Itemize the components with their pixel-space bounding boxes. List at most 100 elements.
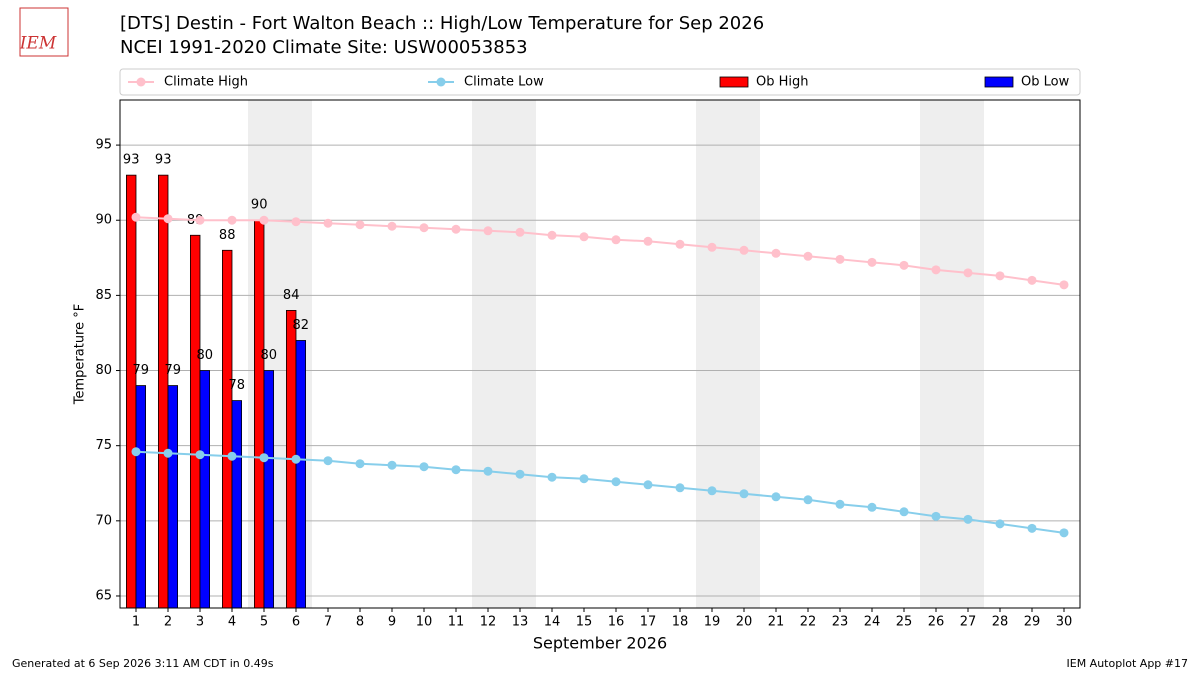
x-tick-label: 11 (448, 615, 465, 630)
point (387, 460, 397, 470)
data-label: 88 (219, 228, 236, 243)
point (451, 224, 461, 234)
point (771, 492, 781, 502)
x-tick-label: 7 (324, 615, 332, 630)
x-tick-label: 23 (832, 615, 849, 630)
x-tick-label: 12 (480, 615, 497, 630)
x-tick-label: 24 (864, 615, 881, 630)
logo-frame (19, 7, 69, 57)
data-label: 80 (261, 348, 278, 363)
point (547, 472, 557, 482)
x-tick-label: 29 (1024, 615, 1041, 630)
data-label: 82 (293, 318, 310, 333)
point (803, 495, 813, 505)
point (163, 448, 173, 458)
point (867, 502, 877, 512)
point (195, 450, 205, 460)
bar (221, 249, 233, 609)
bar (135, 385, 147, 609)
legend-swatch (984, 76, 1014, 88)
x-tick-label: 27 (960, 615, 977, 630)
point (291, 454, 301, 464)
point (227, 451, 237, 461)
point (483, 466, 493, 476)
point (899, 507, 909, 517)
x-tick-label: 5 (260, 615, 268, 630)
point (675, 483, 685, 493)
y-tick-label: 80 (95, 363, 112, 378)
footer-right: IEM Autoplot App #17 (1067, 657, 1189, 670)
bar (126, 174, 137, 609)
weekend-shade (696, 100, 760, 608)
point (1059, 528, 1069, 538)
point (803, 251, 813, 261)
point (643, 236, 653, 246)
point (323, 456, 333, 466)
bar (295, 340, 307, 609)
x-tick-label: 3 (196, 615, 204, 630)
chart-subtitle: NCEI 1991-2020 Climate Site: USW00053853 (120, 37, 528, 58)
x-tick-label: 22 (800, 615, 817, 630)
bar (199, 370, 211, 609)
point (611, 477, 621, 487)
y-axis-label: Temperature °F (73, 304, 88, 405)
point (451, 465, 461, 475)
y-tick-label: 90 (95, 213, 112, 228)
legend-box (119, 68, 1081, 96)
x-tick-label: 18 (672, 615, 689, 630)
point (131, 447, 141, 457)
data-label: 84 (283, 288, 300, 303)
point (931, 511, 941, 521)
point (995, 519, 1005, 529)
point (515, 469, 525, 479)
x-tick-label: 2 (164, 615, 172, 630)
point (707, 242, 717, 252)
x-tick-label: 8 (356, 615, 364, 630)
x-tick-label: 21 (768, 615, 785, 630)
y-tick-label: 85 (95, 288, 112, 303)
point (899, 260, 909, 270)
bar (263, 370, 275, 609)
data-label: 93 (155, 153, 172, 168)
x-tick-label: 30 (1056, 615, 1073, 630)
line (135, 216, 1065, 286)
data-label: 93 (123, 153, 140, 168)
bar (253, 219, 265, 609)
point (963, 514, 973, 524)
x-tick-label: 19 (704, 615, 721, 630)
point (579, 474, 589, 484)
point (931, 265, 941, 275)
point (355, 459, 365, 469)
point (1027, 275, 1037, 285)
point (835, 254, 845, 264)
point (323, 218, 333, 228)
y-tick-label: 70 (95, 513, 112, 528)
data-label: 78 (229, 378, 246, 393)
chart-title: [DTS] Destin - Fort Walton Beach :: High… (120, 13, 764, 34)
bar (167, 385, 179, 609)
point (867, 257, 877, 267)
legend-label: Ob Low (1021, 75, 1070, 90)
x-axis-label: September 2026 (533, 634, 667, 653)
y-tick-label: 75 (95, 438, 112, 453)
point (515, 227, 525, 237)
point (835, 499, 845, 509)
point (259, 215, 269, 225)
bar (231, 400, 243, 609)
x-tick-label: 26 (928, 615, 945, 630)
point (355, 220, 365, 230)
point (739, 489, 749, 499)
point (995, 271, 1005, 281)
legend-label: Climate High (164, 75, 248, 90)
bar (189, 234, 201, 609)
point (771, 248, 781, 258)
point (227, 215, 237, 225)
weekend-shade (920, 100, 984, 608)
point (547, 230, 557, 240)
point (419, 223, 429, 233)
legend-label: Ob High (756, 75, 809, 90)
point (1059, 280, 1069, 290)
weekend-shade (472, 100, 536, 608)
x-tick-label: 10 (416, 615, 433, 630)
